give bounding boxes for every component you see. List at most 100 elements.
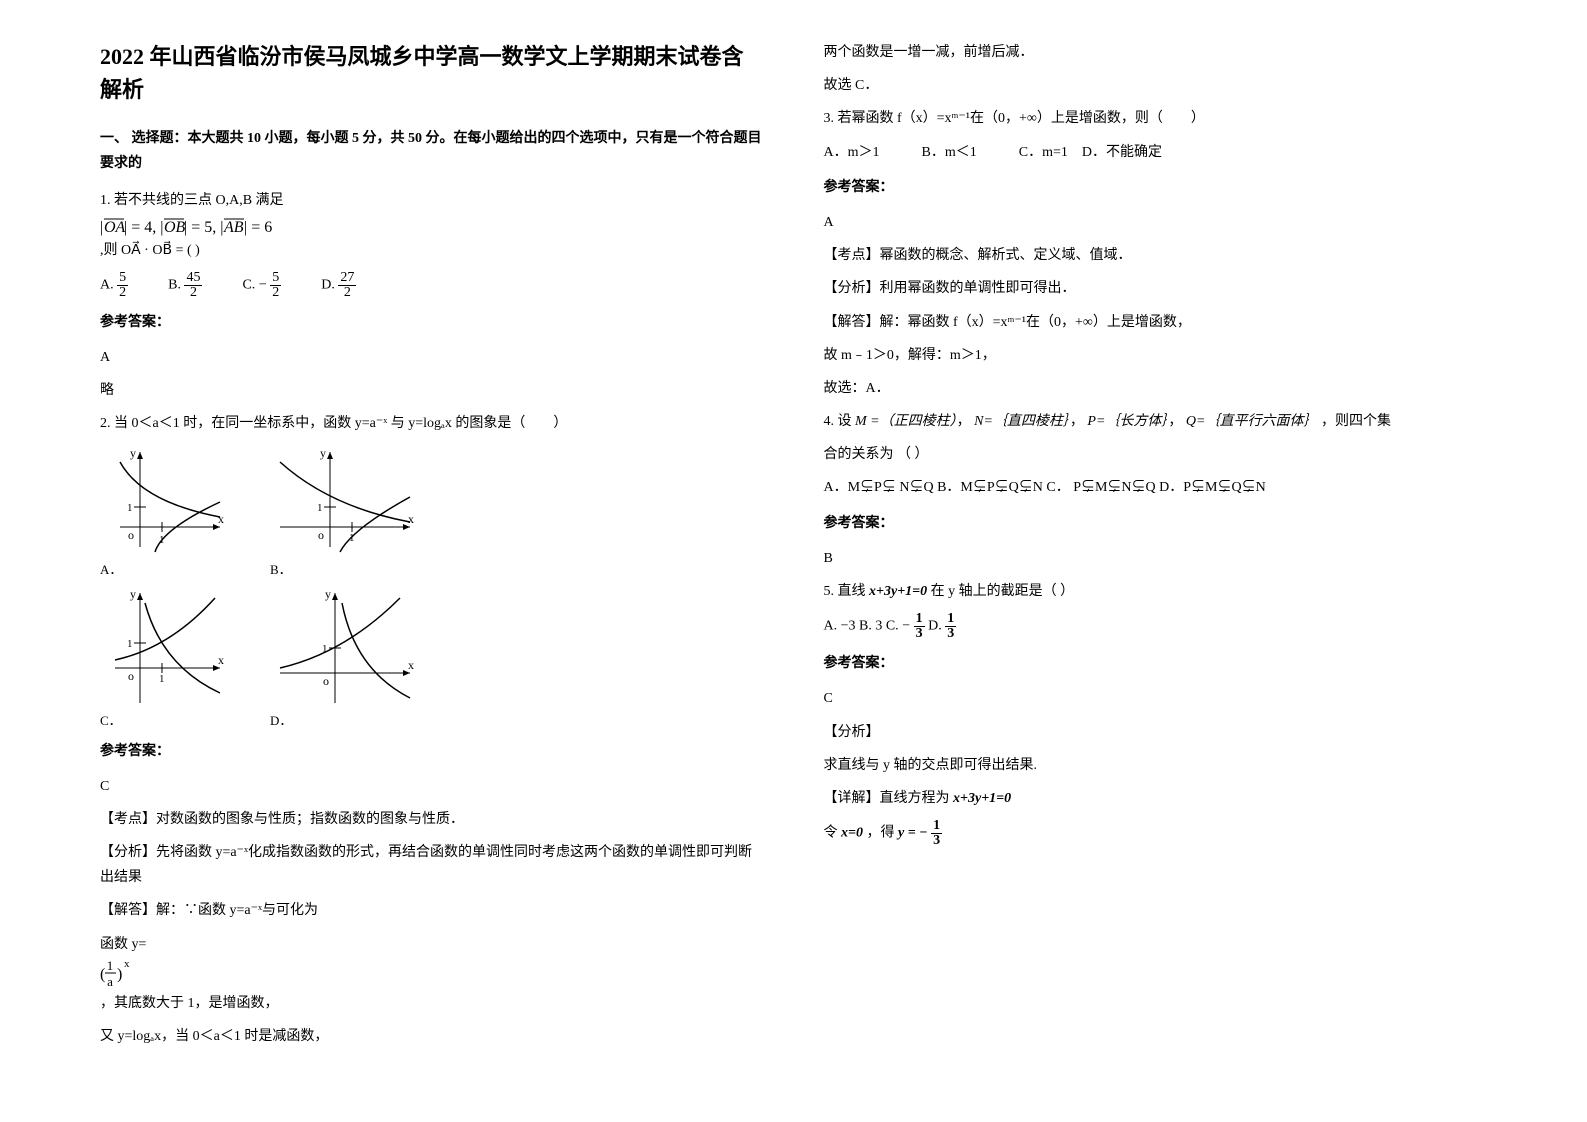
q1-optD-num: 27 <box>338 271 356 286</box>
q3-jieda2: 故 m﹣1＞0，解得：m＞1， <box>824 343 1488 368</box>
q1-optD: D. 272 <box>321 271 356 300</box>
q5-stem-post: 在 y 轴上的截距是（ ） <box>931 584 1075 599</box>
svg-text:1: 1 <box>107 958 114 973</box>
svg-text:x: x <box>408 512 414 526</box>
q2-stem: 2. 当 0＜a＜1 时，在同一坐标系中，函数 y=a⁻ˣ 与 y=logₐx … <box>100 411 764 436</box>
q1-answer-label: 参考答案： <box>100 310 764 335</box>
q3-jieda1: 【解答】解：幂函数 f（x）=xᵐ⁻¹在（0，+∞）上是增函数， <box>824 310 1488 335</box>
q2-row1: x y o 1 1 A． x y o <box>100 447 764 578</box>
svg-text:1: 1 <box>317 502 323 514</box>
q1-optC-neg: − <box>259 277 267 292</box>
q5-optD-num: 1 <box>947 611 954 626</box>
svg-text:(: ( <box>100 966 105 983</box>
q2-jieda1: 【解答】解：∵函数 y=a⁻ˣ与可化为 <box>100 898 764 923</box>
q4-stem: 4. 设 M =（正四棱柱）， N=｛直四棱柱｝， P=｛长方体｝， Q=｛直平… <box>824 409 1488 434</box>
q2-jieda2-post: ，其底数大于 1，是增函数， <box>100 996 279 1011</box>
q2-jieda2-frac: ( 1 a ) x <box>100 957 140 991</box>
svg-text:| = 4, |: | = 4, | <box>124 219 163 236</box>
q1-optC-den: 2 <box>270 286 281 300</box>
q4-stem-pre: 4. 设 <box>824 414 856 429</box>
q1-optB-label: B. <box>168 277 181 292</box>
svg-text:AB: AB <box>223 219 244 236</box>
q3-kaodian: 【考点】幂函数的概念、解析式、定义域、值域． <box>824 243 1488 268</box>
q5-optC-num: 1 <box>916 611 923 626</box>
q2-answer-label: 参考答案： <box>100 739 764 764</box>
q1-optD-den: 2 <box>338 286 356 300</box>
q2-labelC: C． <box>100 710 122 729</box>
svg-text:y: y <box>325 588 331 601</box>
q4-options: A．M⊊P⊊ N⊊Q B．M⊊P⊊Q⊊N C． P⊊M⊊N⊊Q D．P⊊M⊊Q⊊… <box>824 475 1488 500</box>
svg-text:o: o <box>318 528 324 542</box>
svg-text:y: y <box>130 588 136 601</box>
q1-stem: 1. 若不共线的三点 O,A,B 满足 | OA | = 4, | OB | =… <box>100 188 764 262</box>
q5-eq: x+3y+1=0 <box>869 584 927 599</box>
q1-optA-num: 5 <box>117 271 128 286</box>
q1-cond-text: ,则 OA⃗ · OB⃗ = ( ) <box>100 243 200 258</box>
svg-text:|: | <box>100 219 103 236</box>
q1-optB-den: 2 <box>184 286 202 300</box>
section-head: 一、 选择题：本大题共 10 小题，每小题 5 分，共 50 分。在每小题给出的… <box>100 126 764 176</box>
q5-optC-den: 3 <box>916 626 923 641</box>
q1-optB: B. 452 <box>168 271 202 300</box>
q2-fenxi: 【分析】先将函数 y=a⁻ˣ化成指数函数的形式，再结合函数的单调性同时考虑这两个… <box>100 840 764 890</box>
q5-optD-den: 3 <box>947 626 954 641</box>
q2-jieda2-pre: 函数 y= <box>100 937 146 952</box>
q4-stem-post: ，则四个集 <box>1321 414 1391 429</box>
q3-answer: A <box>824 210 1488 235</box>
q2-row2: x y o 1 1 C． x y o <box>100 588 764 729</box>
q5-fenxi-label: 【分析】 <box>824 720 1488 745</box>
svg-text:o: o <box>128 528 134 542</box>
q4-Q: Q=｛直平行六面体｝ <box>1186 414 1318 429</box>
q4-N: N=｛直四棱柱｝ <box>974 414 1070 429</box>
svg-text:o: o <box>128 669 134 683</box>
svg-text:1: 1 <box>159 673 165 685</box>
q5-optA: A. −3 B. 3 C. <box>824 619 899 634</box>
q5-line3-pre: 令 <box>824 826 842 841</box>
q1-options: A. 52 B. 452 C. − 52 D. 272 <box>100 271 764 300</box>
svg-text:y: y <box>130 447 136 460</box>
q2-jieda2: 函数 y= ( 1 a ) x ，其底数大于 1，是增函数， <box>100 932 764 1016</box>
q5-fenxi: 求直线与 y 轴的交点即可得出结果. <box>824 753 1488 778</box>
q5-line3-y-num: 1 <box>933 818 940 833</box>
q2-answer: C <box>100 774 764 799</box>
q5-xiangjie-pre: 【详解】直线方程为 <box>824 791 954 806</box>
q4-answer-label: 参考答案： <box>824 511 1488 536</box>
q3-jieda3: 故选：A． <box>824 376 1488 401</box>
q1-optA-den: 2 <box>117 286 128 300</box>
svg-text:y: y <box>320 447 326 460</box>
q5-line3-mid: ，得 <box>866 826 894 841</box>
q3-fenxi: 【分析】利用幂函数的单调性即可得出． <box>824 276 1488 301</box>
q2-kaodian: 【考点】对数函数的图象与性质；指数函数的图象与性质． <box>100 807 764 832</box>
svg-text:o: o <box>323 674 329 688</box>
q1-prefix: 1. 若不共线的三点 O,A,B 满足 <box>100 193 284 208</box>
svg-text:x: x <box>218 512 224 526</box>
q5-optC-neg: − <box>902 619 910 634</box>
q3-options: A．m＞1 B．m＜1 C．m=1 D．不能确定 <box>824 140 1488 165</box>
q5-line3: 令 x=0 ，得 y = − 13 <box>824 819 1488 848</box>
q5-options: A. −3 B. 3 C. − 13 D. 13 <box>824 612 1488 641</box>
q1-optB-num: 45 <box>184 271 202 286</box>
q5-answer: C <box>824 686 1488 711</box>
q1-optC: C. − 52 <box>242 271 281 300</box>
q5-stem-pre: 5. 直线 <box>824 584 870 599</box>
q2-graphB: x y o 1 1 B． <box>270 447 420 578</box>
q1-optA: A. 52 <box>100 271 128 300</box>
q2-graphC: x y o 1 1 C． <box>100 588 230 729</box>
q1-answer: A <box>100 345 764 370</box>
q5-xiangjie-eq: x+3y+1=0 <box>953 791 1011 806</box>
q1-optC-num: 5 <box>270 271 281 286</box>
q5-stem: 5. 直线 x+3y+1=0 在 y 轴上的截距是（ ） <box>824 579 1488 604</box>
q1-condition-svg: | OA | = 4, | OB | = 5, | AB | = 6 <box>100 214 280 238</box>
page-title: 2022 年山西省临汾市侯马凤城乡中学高一数学文上学期期末试卷含解析 <box>100 40 764 106</box>
svg-text:x: x <box>218 653 224 667</box>
q2-jieda3: 又 y=logₐx，当 0＜a＜1 时是减函数， <box>100 1024 764 1049</box>
q4-M: M =（正四棱柱） <box>855 414 957 429</box>
q5-line3-y-pre: y = − <box>898 826 928 841</box>
q4-P: P=｛长方体｝ <box>1087 414 1168 429</box>
svg-text:| = 5, |: | = 5, | <box>184 219 223 236</box>
svg-text:OA: OA <box>104 219 126 236</box>
svg-text:): ) <box>117 966 122 983</box>
q2-labelD: D． <box>270 710 292 729</box>
q1-optC-label: C. <box>242 277 255 292</box>
q5-optD-label: D. <box>928 619 942 634</box>
